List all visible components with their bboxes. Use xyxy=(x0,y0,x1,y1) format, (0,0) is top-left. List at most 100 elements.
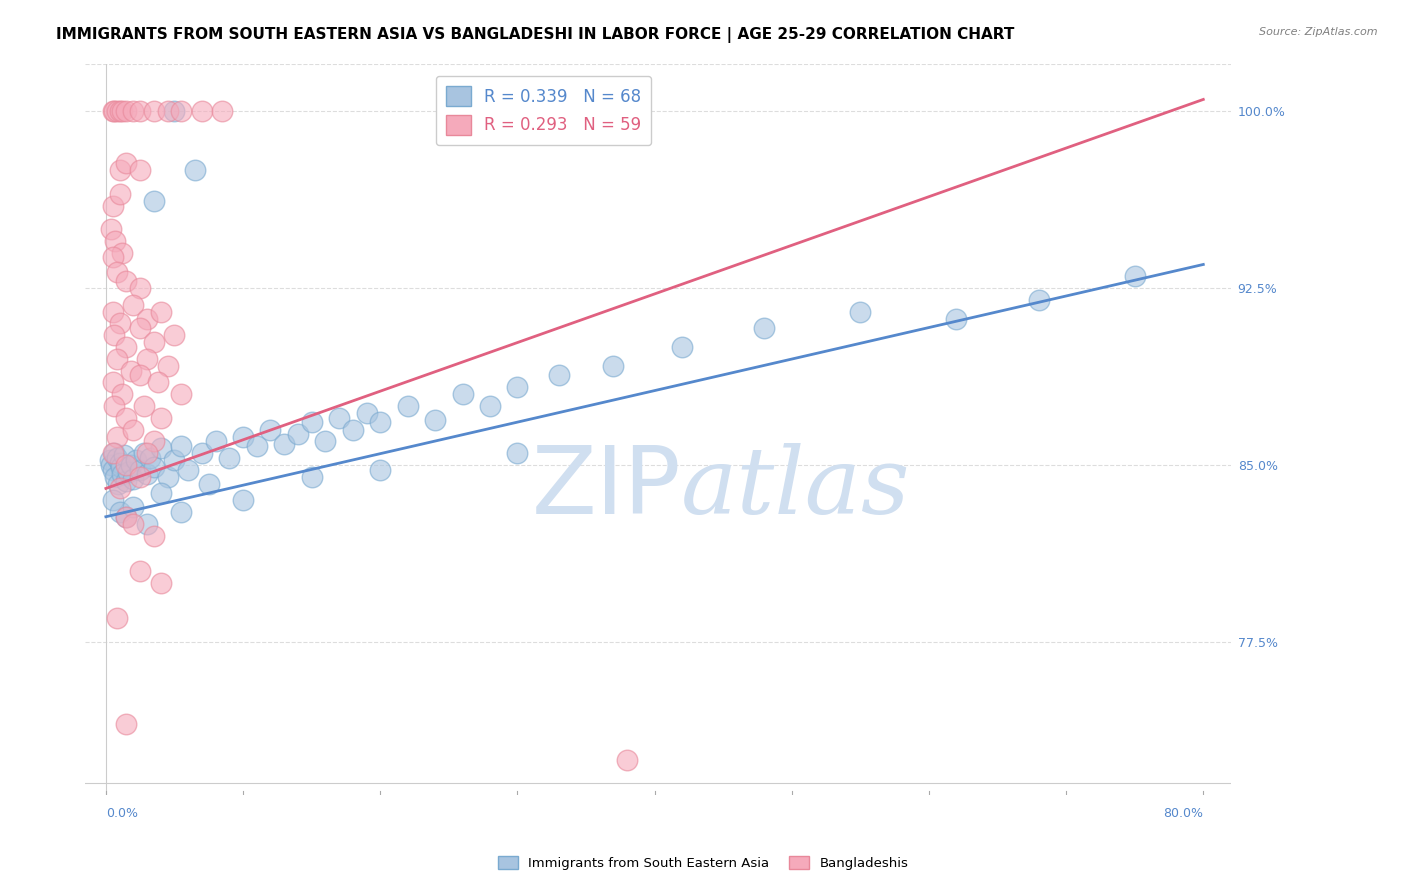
Point xyxy=(101,493,124,508)
Point xyxy=(129,462,152,476)
Point xyxy=(301,416,323,430)
Legend: R = 0.339   N = 68, R = 0.293   N = 59: R = 0.339 N = 68, R = 0.293 N = 59 xyxy=(436,76,651,145)
Point xyxy=(115,458,138,472)
Point xyxy=(129,163,152,178)
Point xyxy=(101,462,124,476)
Point xyxy=(105,429,128,443)
Point xyxy=(139,450,162,465)
Point xyxy=(115,156,138,170)
Point xyxy=(108,104,131,119)
Point xyxy=(506,446,529,460)
Point xyxy=(149,575,172,590)
Point xyxy=(111,467,134,482)
Point xyxy=(101,304,124,318)
Point xyxy=(211,104,233,119)
Point xyxy=(197,476,219,491)
Legend: Immigrants from South Eastern Asia, Bangladeshis: Immigrants from South Eastern Asia, Bang… xyxy=(491,849,915,877)
Point xyxy=(120,458,142,472)
Point xyxy=(103,104,125,119)
Point xyxy=(129,104,152,119)
Point xyxy=(108,482,131,496)
Point xyxy=(112,449,135,463)
Point xyxy=(136,467,159,482)
Point xyxy=(101,104,124,119)
Point xyxy=(149,442,172,456)
Point xyxy=(115,509,138,524)
Point xyxy=(111,245,134,260)
Point xyxy=(111,104,134,119)
Point xyxy=(342,423,364,437)
Point xyxy=(423,413,446,427)
Point xyxy=(129,281,152,295)
Point xyxy=(170,387,193,401)
Point xyxy=(396,399,419,413)
Point xyxy=(602,359,624,373)
Point xyxy=(170,505,193,519)
Point xyxy=(287,427,309,442)
Point xyxy=(156,469,179,483)
Point xyxy=(259,423,281,437)
Point xyxy=(105,611,128,625)
Text: 0.0%: 0.0% xyxy=(105,806,138,820)
Point xyxy=(134,399,156,413)
Point xyxy=(156,359,179,373)
Point xyxy=(246,439,269,453)
Point xyxy=(163,328,186,343)
Point xyxy=(368,416,391,430)
Point xyxy=(98,453,121,467)
Point xyxy=(142,335,165,350)
Point xyxy=(110,460,132,475)
Point xyxy=(232,429,254,443)
Point xyxy=(163,453,186,467)
Point xyxy=(156,104,179,119)
Point xyxy=(136,351,159,366)
Point xyxy=(328,410,350,425)
Point xyxy=(117,465,139,479)
Point xyxy=(115,717,138,731)
Point xyxy=(184,163,207,178)
Point xyxy=(101,446,124,460)
Point xyxy=(107,476,129,491)
Point xyxy=(146,376,169,390)
Point xyxy=(136,311,159,326)
Point xyxy=(478,399,501,413)
Point xyxy=(115,475,138,489)
Point xyxy=(142,528,165,542)
Point xyxy=(104,234,127,248)
Point xyxy=(129,469,152,483)
Point xyxy=(105,450,128,465)
Point xyxy=(754,321,776,335)
Point xyxy=(125,453,148,467)
Point xyxy=(163,104,186,119)
Point xyxy=(273,436,295,450)
Point xyxy=(122,500,145,515)
Point xyxy=(142,434,165,449)
Point xyxy=(115,340,138,354)
Point xyxy=(105,104,128,119)
Point xyxy=(122,297,145,311)
Point xyxy=(115,509,138,524)
Point xyxy=(134,446,156,460)
Point xyxy=(314,434,336,449)
Point xyxy=(103,446,125,460)
Point xyxy=(129,321,152,335)
Point xyxy=(170,439,193,453)
Point xyxy=(547,368,569,383)
Point xyxy=(111,387,134,401)
Point xyxy=(232,493,254,508)
Point xyxy=(142,194,165,208)
Text: IMMIGRANTS FROM SOUTH EASTERN ASIA VS BANGLADESHI IN LABOR FORCE | AGE 25-29 COR: IMMIGRANTS FROM SOUTH EASTERN ASIA VS BA… xyxy=(56,27,1015,43)
Point xyxy=(122,104,145,119)
Point xyxy=(142,104,165,119)
Point xyxy=(136,446,159,460)
Point xyxy=(122,516,145,531)
Point xyxy=(136,516,159,531)
Point xyxy=(149,486,172,500)
Point xyxy=(356,406,378,420)
Point xyxy=(115,410,138,425)
Point xyxy=(122,423,145,437)
Point xyxy=(120,363,142,377)
Text: Source: ZipAtlas.com: Source: ZipAtlas.com xyxy=(1260,27,1378,37)
Point xyxy=(101,376,124,390)
Point xyxy=(506,380,529,394)
